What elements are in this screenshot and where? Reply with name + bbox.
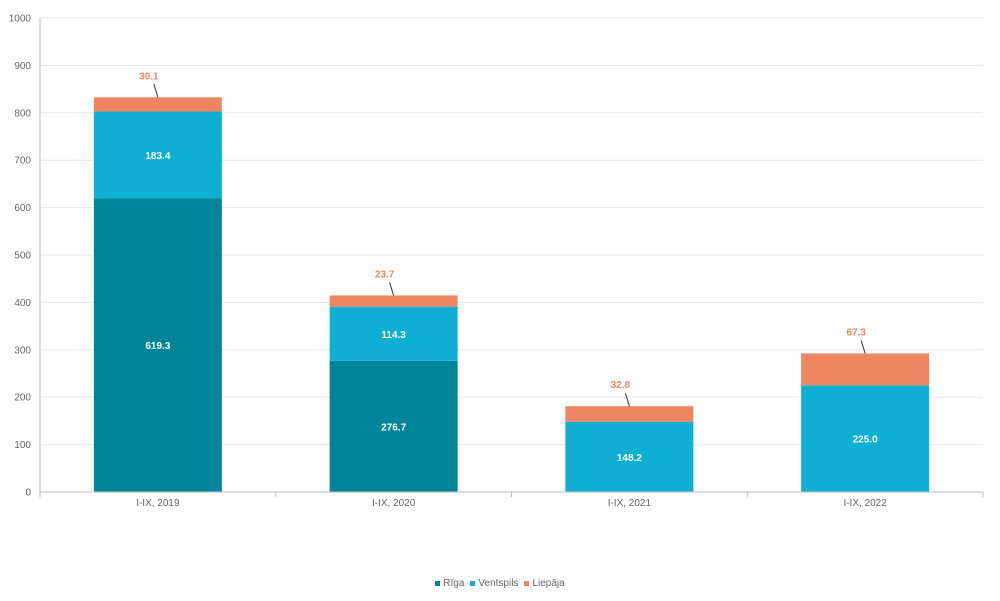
bar-segment-liep-ja bbox=[93, 97, 222, 112]
x-tick-label: I-IX, 2019 bbox=[136, 498, 180, 509]
y-tick-label: 900 bbox=[14, 61, 31, 72]
bar-segment-liep-ja bbox=[565, 406, 694, 422]
bar-segment-ventspils bbox=[565, 421, 694, 492]
bar-segment-ventspils bbox=[93, 111, 222, 199]
legend-item[interactable]: Liepāja bbox=[524, 578, 565, 589]
y-axis: 0 100 200 300 400 500 600 700 800 900 1000 bbox=[9, 14, 41, 499]
legend-swatch bbox=[524, 580, 530, 586]
bar-segment-liep-ja bbox=[329, 295, 458, 307]
y-tick-label: 0 bbox=[25, 488, 31, 499]
legend-item[interactable]: Rīga bbox=[435, 578, 464, 589]
data-label: 23.7 bbox=[375, 269, 395, 280]
data-label: 30.1 bbox=[139, 71, 159, 82]
y-tick-label: 100 bbox=[14, 440, 31, 451]
data-label: 619.3 bbox=[145, 341, 170, 352]
leader-line bbox=[624, 393, 630, 407]
data-label: 148.2 bbox=[617, 453, 642, 464]
data-label: 114.3 bbox=[381, 330, 406, 341]
bar-segment-ventspils bbox=[329, 306, 458, 361]
legend-label: Liepāja bbox=[532, 578, 565, 589]
bar-segment-ventspils bbox=[801, 385, 930, 492]
y-tick-label: 700 bbox=[14, 156, 31, 167]
legend-label: Rīga bbox=[443, 578, 465, 589]
legend-swatch bbox=[470, 580, 476, 586]
data-labels: 619.3 183.4 30.1 276.7 114.3 23.7 148.2 32.8 225… bbox=[139, 71, 878, 464]
x-axis: I-IX, 2019 I-IX, 2020 I-IX, 2021 I-IX, 2022 bbox=[39, 491, 984, 509]
x-tick-label: I-IX, 2021 bbox=[608, 498, 652, 509]
data-label: 276.7 bbox=[381, 422, 406, 433]
y-tick-label: 1000 bbox=[9, 14, 32, 25]
leader-line bbox=[153, 84, 159, 98]
x-tick-label: I-IX, 2022 bbox=[843, 498, 887, 509]
y-tick-label: 600 bbox=[14, 203, 31, 214]
data-label: 67.3 bbox=[846, 327, 866, 338]
leader-line bbox=[860, 340, 866, 354]
leader-line bbox=[389, 282, 395, 296]
y-tick-label: 400 bbox=[14, 298, 31, 309]
y-tick-label: 500 bbox=[14, 251, 31, 262]
bars bbox=[93, 97, 930, 493]
data-label: 183.4 bbox=[145, 151, 170, 162]
legend-label: Ventspils bbox=[478, 578, 519, 589]
legend-item[interactable]: Ventspils bbox=[470, 578, 518, 589]
legend-swatch bbox=[435, 580, 441, 586]
bar-segment-r-ga bbox=[329, 360, 458, 492]
y-tick-label: 300 bbox=[14, 345, 31, 356]
y-tick-label: 800 bbox=[14, 108, 31, 119]
bar-segment-r-ga bbox=[93, 198, 222, 493]
y-tick-label: 200 bbox=[14, 393, 31, 404]
bar-segment-liep-ja bbox=[801, 353, 930, 386]
data-label: 32.8 bbox=[611, 380, 631, 391]
data-label: 225.0 bbox=[853, 435, 878, 446]
legend: Rīga Ventspils Liepāja bbox=[0, 578, 1000, 589]
x-tick-label: I-IX, 2020 bbox=[372, 498, 416, 509]
